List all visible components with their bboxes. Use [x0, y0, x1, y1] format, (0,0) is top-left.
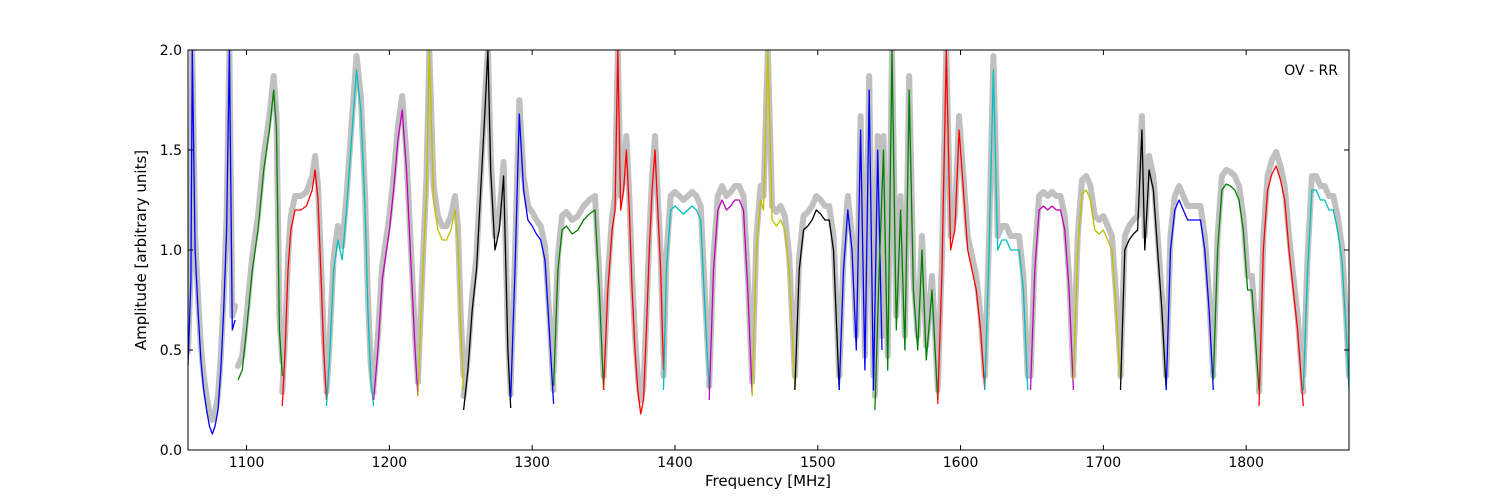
subband-line-22	[1165, 199, 1214, 391]
envelope-7	[460, 50, 514, 399]
y-tick-label: 1.0	[160, 243, 182, 259]
subband-line-17	[937, 50, 986, 405]
x-tick-label: 1100	[229, 455, 265, 471]
envelope-4	[323, 53, 377, 395]
x-tick-label: 1400	[657, 455, 693, 471]
envelope-14	[791, 193, 843, 379]
subband-line-5	[372, 109, 419, 401]
envelope-19	[1027, 189, 1077, 379]
envelope-12	[706, 183, 756, 389]
subband-line-20	[1072, 189, 1122, 381]
envelope-25	[1300, 173, 1349, 379]
subband-line-24	[1258, 165, 1304, 407]
subband-line-21	[1119, 129, 1167, 391]
envelope-20	[1070, 173, 1124, 369]
y-axis-label: Amplitude [arbitrary units]	[132, 150, 150, 350]
x-axis-ticks: 1100 1200 1300 1400 1500 1600 1700 1800	[229, 50, 1264, 471]
subband-line-25	[1302, 189, 1349, 391]
subband-line-3	[281, 169, 328, 407]
x-tick-label: 1700	[1086, 455, 1122, 471]
envelope-22	[1163, 183, 1217, 379]
y-axis-ticks: 0.0 0.5 1.0 1.5 2.0	[160, 43, 1349, 459]
subband-line-12	[708, 199, 753, 401]
y-tick-label: 1.5	[160, 143, 182, 159]
envelope-5	[370, 93, 421, 389]
envelope-21	[1117, 113, 1170, 379]
envelope-8	[507, 97, 557, 393]
envelope-13	[749, 50, 798, 385]
x-tick-label: 1300	[514, 455, 550, 471]
x-tick-label: 1200	[372, 455, 408, 471]
subband-line-6	[417, 50, 465, 397]
x-tick-label: 1800	[1228, 455, 1264, 471]
y-tick-label: 0.0	[160, 443, 182, 459]
envelope-9	[550, 193, 607, 379]
y-tick-label: 2.0	[160, 43, 182, 59]
subband-line-18	[984, 69, 1029, 391]
x-axis-label: Frequency [MHz]	[705, 472, 831, 490]
subband-line-4	[325, 69, 375, 407]
subband-line-15	[838, 89, 883, 391]
subband-line-19	[1029, 205, 1075, 391]
subband-line-8	[510, 113, 555, 405]
subband-line-1	[188, 50, 236, 435]
gray-envelope	[188, 50, 1349, 423]
x-tick-label: 1600	[943, 455, 979, 471]
subband-line-16	[874, 50, 939, 411]
subband-line-11	[662, 205, 710, 391]
subband-line-10	[602, 50, 665, 415]
subband-line-9	[552, 209, 605, 391]
x-tick-label: 1500	[800, 455, 836, 471]
subband-line-14	[794, 209, 840, 391]
subband-line-2	[237, 89, 283, 381]
subband-line-13	[751, 50, 796, 397]
envelope-24	[1256, 149, 1307, 395]
envelope-11	[660, 189, 713, 379]
y-tick-label: 0.5	[160, 343, 182, 359]
envelope-23	[1210, 167, 1262, 379]
envelope-3	[279, 153, 330, 395]
envelope-18	[981, 53, 1031, 379]
subband-line-23	[1212, 183, 1260, 391]
subband-line-7	[462, 50, 512, 411]
plot-annotation: OV - RR	[1284, 63, 1338, 79]
subband-series	[188, 50, 1349, 435]
